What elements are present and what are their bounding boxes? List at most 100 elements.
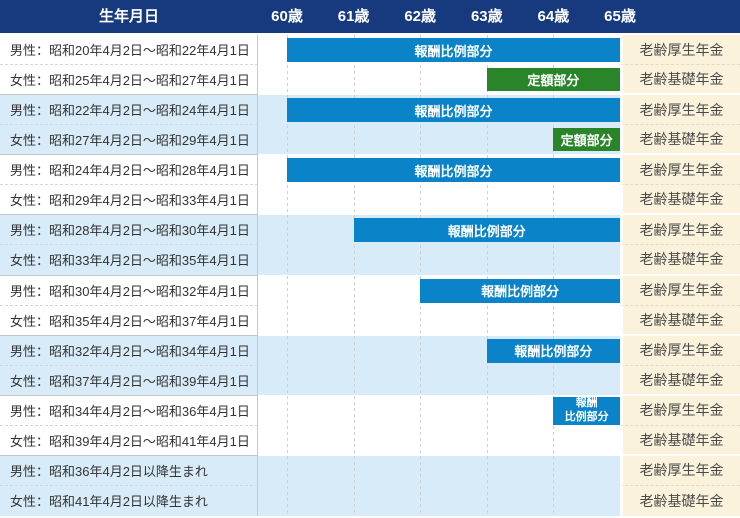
age-gridline bbox=[486, 395, 488, 426]
timeline-cell bbox=[258, 485, 620, 516]
age-gridline bbox=[287, 275, 288, 306]
timeline-cell: 報酬比例部分 bbox=[258, 35, 620, 66]
birthdate-cell: 女性：昭和33年4月2日～昭和35年4月1日 bbox=[0, 245, 258, 276]
age-gridline bbox=[287, 65, 288, 95]
earnings-proportional-bar: 報酬比例部分 bbox=[287, 98, 620, 123]
pension-type-cell: 老齢厚生年金 bbox=[620, 395, 740, 426]
age-gridline bbox=[287, 485, 288, 516]
age-gridline bbox=[287, 125, 288, 155]
table-row: 男性：昭和32年4月2日～昭和34年4月1日 報酬比例部分 老齢厚生年金 bbox=[0, 335, 740, 366]
table-row: 男性：昭和24年4月2日～昭和28年4月1日 報酬比例部分 老齢厚生年金 bbox=[0, 155, 740, 186]
earnings-proportional-bar: 報酬比例部分 bbox=[420, 278, 620, 303]
bar-label: 報酬比例部分 bbox=[564, 397, 609, 423]
age-gridline bbox=[553, 425, 555, 455]
pension-type-cell: 老齢基礎年金 bbox=[620, 65, 740, 96]
birthdate-cell: 男性：昭和28年4月2日～昭和30年4月1日 bbox=[0, 215, 258, 246]
pension-type-cell: 老齢厚生年金 bbox=[620, 335, 740, 366]
age-gridline bbox=[353, 185, 355, 215]
timeline-cell bbox=[258, 245, 620, 276]
age-gridline bbox=[486, 365, 488, 395]
birthdate-cell: 男性：昭和24年4月2日～昭和28年4月1日 bbox=[0, 155, 258, 186]
pension-type-cell: 老齢基礎年金 bbox=[620, 185, 740, 216]
pension-type-cell: 老齢基礎年金 bbox=[620, 125, 740, 156]
age-gridline bbox=[287, 215, 288, 246]
age-gridline bbox=[420, 455, 422, 486]
age-gridline bbox=[553, 305, 555, 335]
age-gridline bbox=[287, 425, 288, 455]
age-gridline bbox=[486, 245, 488, 275]
age-gridline bbox=[420, 365, 422, 395]
timeline-cell: 報酬比例部分 bbox=[258, 215, 620, 246]
birthdate-cell: 女性：昭和37年4月2日～昭和39年4月1日 bbox=[0, 365, 258, 396]
bar-label: 定額部分 bbox=[527, 73, 580, 89]
birthdate-cell: 女性：昭和29年4月2日～昭和33年4月1日 bbox=[0, 185, 258, 216]
age-gridline bbox=[353, 305, 355, 335]
table-row: 女性：昭和25年4月2日～昭和27年4月1日 定額部分 老齢基礎年金 bbox=[0, 65, 740, 96]
pension-type-cell: 老齢厚生年金 bbox=[620, 215, 740, 246]
timeline-cell bbox=[258, 365, 620, 396]
bar-label: 報酬比例部分 bbox=[414, 43, 493, 59]
age-gridline bbox=[420, 485, 422, 516]
earnings-proportional-bar: 報酬比例部分 bbox=[553, 396, 620, 425]
age-tick-61: 61歳 bbox=[337, 8, 370, 25]
bar-label: 報酬比例部分 bbox=[514, 344, 593, 360]
table-row: 男性：昭和36年4月2日以降生まれ 老齢厚生年金 bbox=[0, 455, 740, 486]
age-tick-65: 65歳 bbox=[604, 8, 636, 25]
birthdate-cell: 男性：昭和20年4月2日～昭和22年4月1日 bbox=[0, 35, 258, 66]
pension-type-cell: 老齢基礎年金 bbox=[620, 245, 740, 276]
table-row: 女性：昭和29年4月2日～昭和33年4月1日 老齢基礎年金 bbox=[0, 185, 740, 216]
age-tick-62: 62歳 bbox=[404, 8, 437, 25]
birthdate-cell: 男性：昭和36年4月2日以降生まれ bbox=[0, 455, 258, 486]
age-gridline bbox=[353, 65, 355, 95]
age-gridline bbox=[486, 455, 488, 486]
age-gridline bbox=[420, 65, 422, 95]
timeline-cell: 報酬比例部分 bbox=[258, 155, 620, 186]
table-row: 女性：昭和39年4月2日～昭和41年4月1日 老齢基礎年金 bbox=[0, 425, 740, 456]
earnings-proportional-bar: 報酬比例部分 bbox=[486, 338, 620, 363]
age-gridline bbox=[287, 185, 288, 215]
pension-type-cell: 老齢基礎年金 bbox=[620, 305, 740, 336]
birthdate-cell: 女性：昭和35年4月2日～昭和37年4月1日 bbox=[0, 305, 258, 336]
age-gridline bbox=[353, 365, 355, 395]
age-gridline bbox=[553, 365, 555, 395]
table-row: 男性：昭和22年4月2日～昭和24年4月1日 報酬比例部分 老齢厚生年金 bbox=[0, 95, 740, 126]
age-gridline bbox=[553, 455, 555, 486]
pension-type-cell: 老齢厚生年金 bbox=[620, 95, 740, 126]
age-gridline bbox=[420, 425, 422, 455]
timeline-cell: 定額部分 bbox=[258, 65, 620, 96]
bar-label: 報酬比例部分 bbox=[447, 223, 526, 239]
table-row: 女性：昭和41年4月2日以降生まれ 老齢基礎年金 bbox=[0, 485, 740, 516]
bar-label: 報酬比例部分 bbox=[414, 163, 493, 179]
age-gridline bbox=[420, 305, 422, 335]
pension-type-cell: 老齢厚生年金 bbox=[620, 275, 740, 306]
timeline-cell: 報酬比例部分 bbox=[258, 395, 620, 426]
age-gridline bbox=[287, 245, 288, 275]
age-gridline bbox=[486, 485, 488, 516]
bar-label: 定額部分 bbox=[560, 133, 613, 149]
age-gridline bbox=[353, 425, 355, 455]
timeline-cell: 報酬比例部分 bbox=[258, 275, 620, 306]
age-tick-64: 64歳 bbox=[537, 8, 570, 25]
earnings-proportional-bar: 報酬比例部分 bbox=[353, 218, 620, 243]
birthdate-cell: 女性：昭和27年4月2日～昭和29年4月1日 bbox=[0, 125, 258, 156]
timeline-cell bbox=[258, 185, 620, 216]
birthdate-cell: 男性：昭和34年4月2日～昭和36年4月1日 bbox=[0, 395, 258, 426]
age-gridline bbox=[287, 395, 288, 426]
pension-type-cell: 老齢基礎年金 bbox=[620, 485, 740, 516]
age-gridline bbox=[287, 305, 288, 335]
table-row: 男性：昭和30年4月2日～昭和32年4月1日 報酬比例部分 老齢厚生年金 bbox=[0, 275, 740, 306]
earnings-proportional-bar: 報酬比例部分 bbox=[287, 38, 620, 63]
age-gridline bbox=[353, 275, 355, 306]
birthdate-cell: 女性：昭和25年4月2日～昭和27年4月1日 bbox=[0, 65, 258, 96]
age-gridline bbox=[553, 485, 555, 516]
pension-type-cell: 老齢厚生年金 bbox=[620, 35, 740, 66]
birthdate-cell: 男性：昭和22年4月2日～昭和24年4月1日 bbox=[0, 95, 258, 126]
age-gridline bbox=[353, 125, 355, 155]
table-row: 男性：昭和20年4月2日～昭和22年4月1日 報酬比例部分 老齢厚生年金 bbox=[0, 35, 740, 66]
age-tick-60: 60歳 bbox=[271, 8, 303, 25]
age-gridline bbox=[353, 245, 355, 275]
age-gridline bbox=[420, 395, 422, 426]
age-gridline bbox=[486, 425, 488, 455]
pension-type-cell: 老齢厚生年金 bbox=[620, 455, 740, 486]
